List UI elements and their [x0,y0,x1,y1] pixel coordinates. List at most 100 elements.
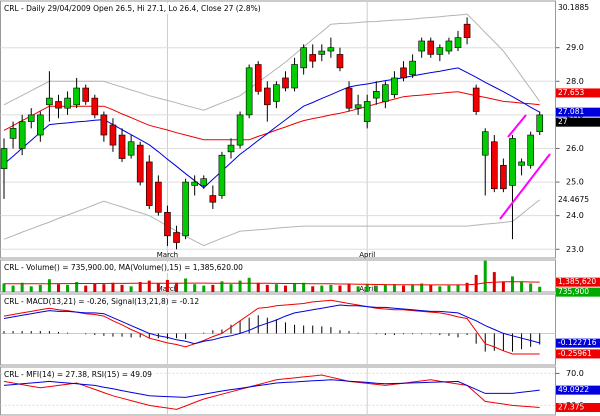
x-tick-label: April [359,251,375,259]
indicator-line [3,374,540,410]
candle-body [300,47,307,69]
candle-body [164,212,171,237]
indicator-line [3,13,541,111]
volume-bar [383,284,387,292]
candle-body [127,141,135,156]
candle-body [291,64,298,89]
volume-bar [193,284,197,292]
candle-body [136,144,144,183]
value-marker-label: 27.653 [558,88,584,97]
volume-bar [165,279,169,292]
value-marker [556,287,600,297]
candle-body [273,84,280,102]
volume-bar [184,278,188,292]
volume-bar [138,282,142,292]
candle-body [445,40,453,52]
candle-body [327,47,335,52]
value-marker [556,403,600,412]
value-marker [556,107,600,117]
volume-bar [402,285,406,292]
candle-body [73,87,80,106]
candle-body [145,161,153,206]
volume-bar [75,282,79,292]
volume-bar [102,284,106,292]
volume-bar [411,284,415,292]
indicator-line [3,67,540,189]
value-marker-label: -0.25961 [558,349,592,358]
volume-bar [429,284,433,292]
indicator-line [3,379,540,398]
volume-bar [156,283,160,292]
candle-body [409,60,416,75]
y-tick-label: 28.0 [566,77,584,86]
volume-bar [2,283,6,292]
volume-bar [538,286,542,292]
candle-body [46,97,53,106]
candle-body [254,64,262,92]
value-marker-label: 27.081 [558,107,584,116]
volume-bar [329,284,333,292]
value-marker [556,338,600,348]
volume-bar [38,284,42,292]
candle-body [100,114,108,136]
volume-bar [175,282,179,292]
candle-body [418,40,425,52]
candle-body [209,195,217,203]
candle-body [191,181,198,186]
indicator-line [3,304,540,345]
volume-bar [84,285,88,292]
y-tick-label: 29.0 [566,43,584,52]
trend-lines [499,114,551,220]
value-marker-label: 27.375 [558,403,584,412]
volume-bar [311,286,315,292]
candle-body [55,101,62,109]
volume-bar [47,279,51,292]
title-background [2,3,263,14]
candle-body [264,87,271,106]
volume-bar [202,285,206,292]
candle-body [0,148,8,169]
volume-bar [302,282,306,292]
candle-body [173,232,180,243]
title-background [2,296,202,307]
candle-body [18,121,26,149]
y-tick-label: 24.0 [566,211,584,220]
candle-body [400,67,407,79]
volume-bar [283,285,287,292]
volume-bar [320,285,324,292]
volume-bar [256,282,260,292]
indicator-line [4,281,540,286]
volume-bar [465,282,469,292]
candle-body [245,67,253,116]
panel-title: CRL - MACD(13,21) = -0.26, Signal(13,21,… [4,297,199,306]
candle-body [472,87,480,112]
candle-body [236,114,244,146]
candle-body [9,128,17,139]
volume-bar [238,280,242,292]
candle-body [82,87,90,102]
volume-bar [338,285,342,292]
trend-line [499,153,551,220]
value-marker-label: 49.0922 [558,385,589,394]
candle-body [363,101,371,122]
candle-body [227,144,235,153]
candle-body [318,50,326,55]
volume-bar [510,276,514,292]
volume-bar [474,274,478,292]
candle-body [527,134,534,166]
candle-body [27,114,35,122]
indicator-line [3,299,540,355]
value-marker [556,88,600,98]
volume-bar [483,260,487,292]
volume-bar [347,283,351,292]
volume-bar [211,284,215,292]
x-tick-label: March [157,251,178,259]
value-marker-label: 1,385,620 [558,277,596,286]
volume-bar [56,284,60,292]
candle-body [481,131,489,156]
value-marker-label: 27 [558,117,568,126]
y-tick-label: 26.0 [566,144,584,153]
volume-bar [265,284,269,292]
volume-bar [365,284,369,292]
